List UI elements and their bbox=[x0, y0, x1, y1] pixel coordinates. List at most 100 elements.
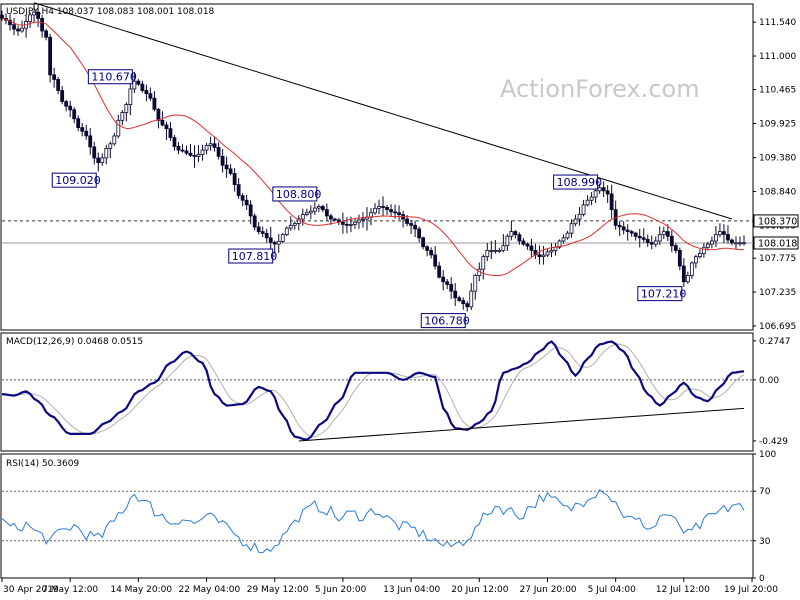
x-tick-label: 22 May 04:00 bbox=[179, 585, 241, 595]
candle-body bbox=[156, 108, 161, 121]
rsi-y-axis: 100 70 30 0 bbox=[753, 450, 776, 584]
candle-body bbox=[509, 231, 514, 237]
rsi-panel-frame bbox=[0, 453, 754, 579]
candle-body bbox=[609, 193, 614, 211]
candle-body bbox=[36, 11, 40, 19]
candle-body bbox=[80, 127, 85, 132]
candle-body bbox=[52, 74, 57, 80]
moving-average-line bbox=[1, 17, 745, 276]
candle-body bbox=[260, 231, 265, 234]
annotation-label: 110.670 bbox=[91, 71, 136, 84]
y-tick-label: 108.840 bbox=[759, 187, 796, 197]
candle-body bbox=[405, 218, 409, 224]
candle-body bbox=[361, 218, 365, 221]
price-trendline bbox=[33, 2, 733, 220]
macd-y-axis: 0.2747 0.00 -0.429 bbox=[753, 337, 791, 447]
candle-body bbox=[433, 254, 438, 267]
candle-body bbox=[718, 231, 722, 236]
candle-body bbox=[738, 242, 742, 245]
candle-body bbox=[521, 240, 526, 245]
candle-body bbox=[188, 152, 193, 156]
candle-body bbox=[577, 213, 582, 220]
candle-body bbox=[76, 118, 81, 128]
candle-body bbox=[176, 146, 181, 151]
candle-body bbox=[308, 210, 313, 214]
x-tick-label: 27 Jun 20:00 bbox=[519, 585, 576, 595]
candle-body bbox=[469, 290, 474, 308]
annotation-label: 107.210 bbox=[641, 288, 687, 301]
candle-body bbox=[20, 27, 24, 32]
rsi-panel: 100 70 30 0 RSI(14) 50.3609 bbox=[0, 450, 776, 584]
candle-body bbox=[714, 234, 718, 242]
candle-body bbox=[320, 206, 325, 211]
annotation-label: 108.800 bbox=[276, 188, 322, 201]
candle-body bbox=[228, 168, 233, 174]
y-tick-label: 70 bbox=[759, 487, 771, 497]
macd-panel-title: MACD(12,26,9) 0.0468 0.0515 bbox=[6, 337, 143, 347]
x-tick-label: 20 Jun 12:00 bbox=[451, 585, 508, 595]
candle-body bbox=[304, 212, 309, 216]
macd-panel-frame bbox=[0, 332, 754, 452]
candle-body bbox=[44, 30, 49, 38]
candle-body bbox=[220, 155, 225, 166]
watermark: ActionForex.com bbox=[500, 75, 700, 103]
candle-body bbox=[224, 164, 229, 170]
x-tick-label: 30 Apr 2019 bbox=[3, 585, 59, 595]
candle-body bbox=[12, 24, 16, 30]
y-tick-label: 109.925 bbox=[759, 119, 796, 129]
candle-body bbox=[84, 130, 89, 137]
candle-body bbox=[244, 199, 249, 206]
candle-body bbox=[485, 249, 490, 258]
candle-body bbox=[625, 229, 630, 232]
candle-body bbox=[349, 223, 353, 226]
candle-body bbox=[72, 109, 77, 120]
annotation-label: 107.810 bbox=[232, 250, 278, 263]
price-tags: 108.370 108.018 bbox=[753, 214, 799, 250]
candle-body bbox=[148, 93, 153, 99]
macd-trendline bbox=[298, 407, 745, 442]
candle-body bbox=[312, 207, 317, 212]
candle-body bbox=[722, 231, 726, 235]
price-tag-box bbox=[753, 236, 799, 250]
candle-body bbox=[345, 223, 349, 226]
candle-body bbox=[288, 224, 293, 229]
candle-body bbox=[160, 120, 165, 126]
candle-body bbox=[421, 237, 426, 248]
candle-body bbox=[481, 256, 486, 270]
candle-body bbox=[373, 207, 377, 214]
candle-body bbox=[324, 209, 329, 217]
candle-body bbox=[104, 148, 109, 159]
candle-body bbox=[92, 146, 97, 159]
candle-body bbox=[132, 80, 137, 90]
candle-body bbox=[525, 243, 530, 247]
candle-body bbox=[689, 262, 694, 276]
candle-body bbox=[192, 155, 197, 157]
candle-body bbox=[236, 184, 241, 197]
rsi-line bbox=[1, 489, 745, 554]
candle-body bbox=[529, 245, 534, 251]
candle-body bbox=[697, 253, 702, 258]
candle-body bbox=[284, 227, 289, 236]
candle-body bbox=[240, 195, 245, 201]
candle-body bbox=[601, 187, 606, 192]
candle-body bbox=[112, 135, 117, 145]
candle-body bbox=[517, 234, 522, 242]
candle-body bbox=[545, 251, 550, 256]
candle-body bbox=[300, 214, 305, 220]
price-panel: ActionForex.com 111.540 111.000 110.465 109… bbox=[0, 2, 799, 332]
annotation-label: 106.780 bbox=[424, 315, 470, 328]
candle-body bbox=[413, 224, 418, 230]
candle-body bbox=[461, 300, 466, 305]
candle-body bbox=[505, 235, 510, 247]
candle-body bbox=[677, 249, 682, 267]
price-panel-title: USDJPY,H4 108.037 108.083 108.001 108.01… bbox=[6, 7, 215, 17]
y-tick-label: 106.695 bbox=[759, 322, 796, 332]
candle-body bbox=[734, 242, 738, 245]
candle-body bbox=[357, 219, 361, 223]
candle-body bbox=[706, 243, 710, 248]
y-tick-label: 0.00 bbox=[759, 376, 779, 386]
price-y-axis: 111.540 111.000 110.465 109.925 109.380 108.8… bbox=[753, 18, 796, 332]
candle-body bbox=[669, 235, 674, 247]
price-panel-frame bbox=[0, 3, 754, 331]
annotation-label: 108.990 bbox=[557, 176, 603, 189]
